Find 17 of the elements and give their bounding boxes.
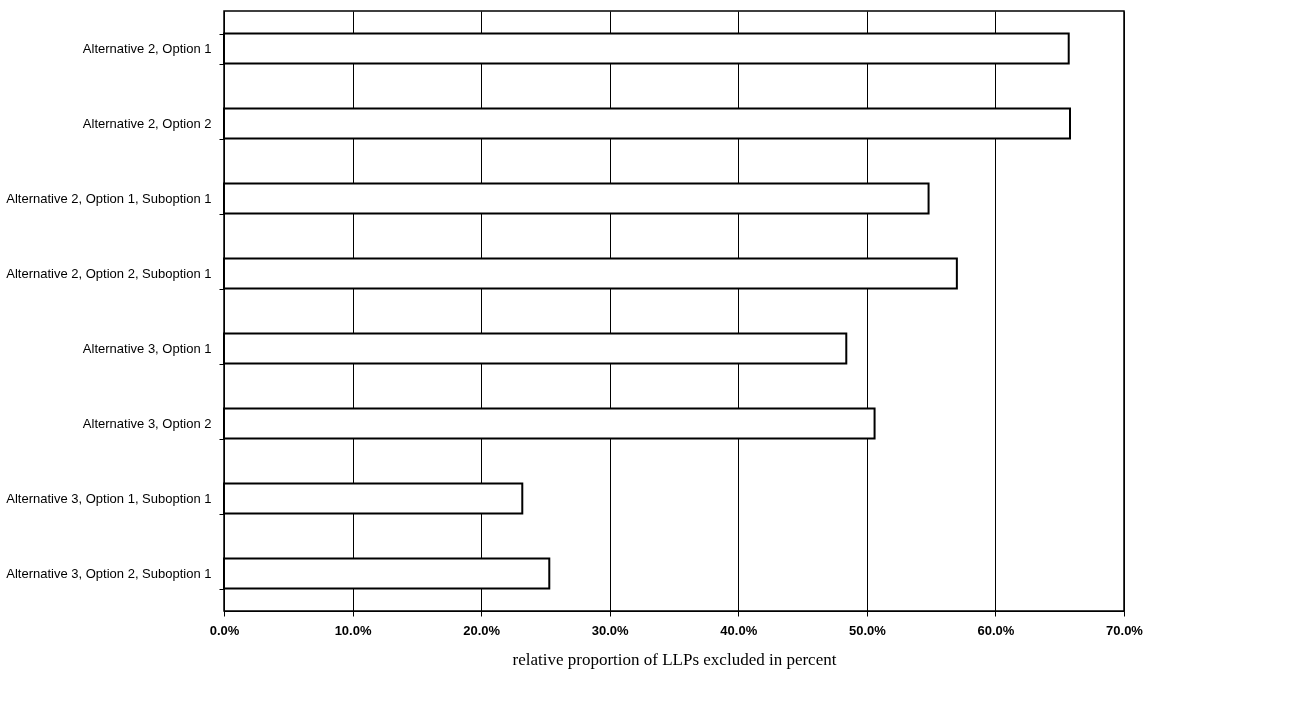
y-tick-label: Alternative 2, Option 1 bbox=[82, 41, 212, 56]
x-axis-title: relative proportion of LLPs excluded in percent bbox=[512, 649, 837, 669]
y-tick-label: Alternative 3, Option 1 bbox=[82, 341, 212, 356]
x-tick-label: 30.0% bbox=[591, 622, 630, 638]
x-tick-label: 70.0% bbox=[1106, 622, 1144, 638]
y-tick-label: Alternative 2, Option 1, Suboption 1 bbox=[6, 191, 212, 206]
x-tick-label: 50.0% bbox=[848, 622, 887, 638]
x-tick-label: 10.0% bbox=[334, 622, 372, 638]
x-tick-label: 20.0% bbox=[463, 622, 501, 638]
x-tick-label: 0.0% bbox=[209, 622, 240, 638]
y-tick-label: Alternative 2, Option 2, Suboption 1 bbox=[6, 266, 212, 281]
y-tick-label: Alternative 3, Option 2 bbox=[82, 416, 212, 431]
x-tick-label: 60.0% bbox=[977, 622, 1015, 638]
y-tick-label: Alternative 3, Option 2, Suboption 1 bbox=[6, 566, 212, 581]
y-tick-label: Alternative 3, Option 1, Suboption 1 bbox=[6, 491, 212, 506]
y-tick-label: Alternative 2, Option 2 bbox=[82, 116, 212, 131]
x-tick-label: 40.0% bbox=[720, 622, 758, 638]
